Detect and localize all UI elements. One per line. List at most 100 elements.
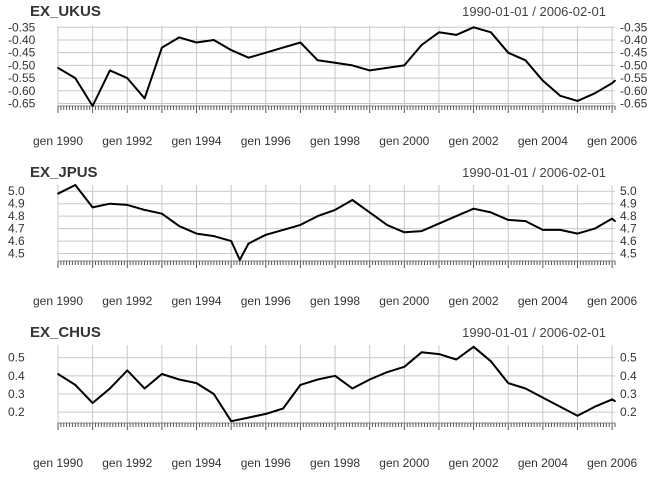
y-tick-label-right: -0.40 [620,33,648,47]
data-point [438,222,440,225]
data-point [593,92,596,95]
data-point [91,206,94,209]
data-point [403,64,406,67]
data-point [420,351,423,354]
data-point [403,365,406,368]
data-point [230,49,233,52]
data-point [507,51,510,54]
y-tick-label-right: -0.45 [620,46,648,60]
y-tick-label-right: -0.55 [620,71,648,85]
x-tick-label: gen 2006 [587,456,637,470]
data-point [351,387,354,390]
y-tick-label-left: -0.45 [8,46,36,60]
panel-ex-ukus: -0.35 -0.35-0.40 -0.40-0.45 -0.45-0.50 -0.50… [8,3,648,148]
data-point [230,420,233,423]
data-point [57,192,59,195]
data-point [212,39,215,41]
y-tick-label-left: -0.35 [8,20,36,34]
data-point [212,235,215,237]
data-point [334,374,336,377]
data-point [109,387,111,390]
y-tick-label-left: 4.6 [8,234,25,248]
x-tick-label: gen 2002 [449,456,499,470]
data-point [74,384,77,386]
y-tick-label-left: 0.2 [8,405,25,419]
data-point [126,204,129,206]
y-tick-label-left: 5.0 [8,184,25,198]
y-tick-label-left: 0.5 [8,351,25,365]
x-tick-label: gen 1994 [171,294,221,308]
x-tick-label: gen 2006 [587,294,637,308]
y-tick-label-right: 4.8 [620,209,637,223]
y-tick-label-right: -0.50 [620,58,648,72]
data-point [195,382,198,384]
x-tick-label: gen 1990 [33,134,83,148]
data-point [559,228,562,231]
data-point [455,358,458,361]
data-point [264,413,267,415]
y-tick-label-left: 4.7 [8,222,25,236]
data-point [351,64,354,67]
data-point [614,220,616,223]
x-tick-label: gen 1998 [310,294,360,308]
data-point [403,231,406,234]
data-point [143,387,146,390]
data-point [611,217,614,220]
data-point [178,378,181,381]
data-point [282,407,285,410]
data-point [438,353,440,355]
y-tick-label-left: -0.60 [8,84,36,98]
y-tick-label-left: 4.8 [8,209,25,223]
y-tick-label-right: 4.5 [620,247,637,261]
data-point [316,378,319,381]
y-tick-label-right: 4.6 [620,234,637,248]
data-point [593,227,596,230]
data-point [490,360,492,363]
y-tick-label-left: -0.50 [8,58,36,72]
data-point [230,240,233,242]
data-point [143,209,146,211]
data-point [334,61,336,64]
data-point [420,44,423,46]
data-point [472,26,475,29]
data-point [195,41,198,44]
data-point [614,79,616,82]
data-point [368,211,371,214]
x-tick-label: gen 1998 [310,134,360,148]
x-tick-label: gen 1994 [171,456,221,470]
y-tick-label-right: -0.65 [620,96,648,110]
y-tick-label-left: 4.9 [8,197,25,211]
data-point [541,396,544,399]
data-point [91,402,94,404]
data-point [299,384,302,386]
y-tick-label-left: -0.65 [8,96,36,110]
data-point [559,94,562,97]
data-point [282,46,285,49]
data-point [74,184,77,186]
y-tick-label-left: -0.40 [8,33,36,47]
data-point [614,400,616,403]
y-tick-label-right: 0.4 [620,369,637,383]
y-tick-label-right: 0.3 [620,387,637,401]
panel-date-range: 1990-01-01 / 2006-02-01 [462,4,606,19]
y-tick-label-left: 0.3 [8,387,25,401]
data-point [160,46,163,49]
data-point [109,202,111,205]
x-tick-label: gen 1996 [241,134,291,148]
x-tick-label: gen 2004 [518,134,568,148]
y-tick-label-right: 0.2 [620,405,637,419]
panel-title: EX_JPUS [30,164,98,181]
data-point [238,258,241,261]
y-tick-label-right: 4.9 [620,197,637,211]
x-tick-label: gen 2004 [518,294,568,308]
data-point [524,59,527,62]
x-tick-label: gen 1992 [102,134,152,148]
x-tick-label: gen 2000 [379,294,429,308]
y-tick-label-left: 0.4 [8,369,25,383]
data-point [490,31,492,34]
data-point [282,228,285,231]
x-tick-label: gen 2006 [587,134,637,148]
panel-title: EX_UKUS [30,3,101,20]
data-point [593,405,596,408]
data-point [195,232,198,235]
